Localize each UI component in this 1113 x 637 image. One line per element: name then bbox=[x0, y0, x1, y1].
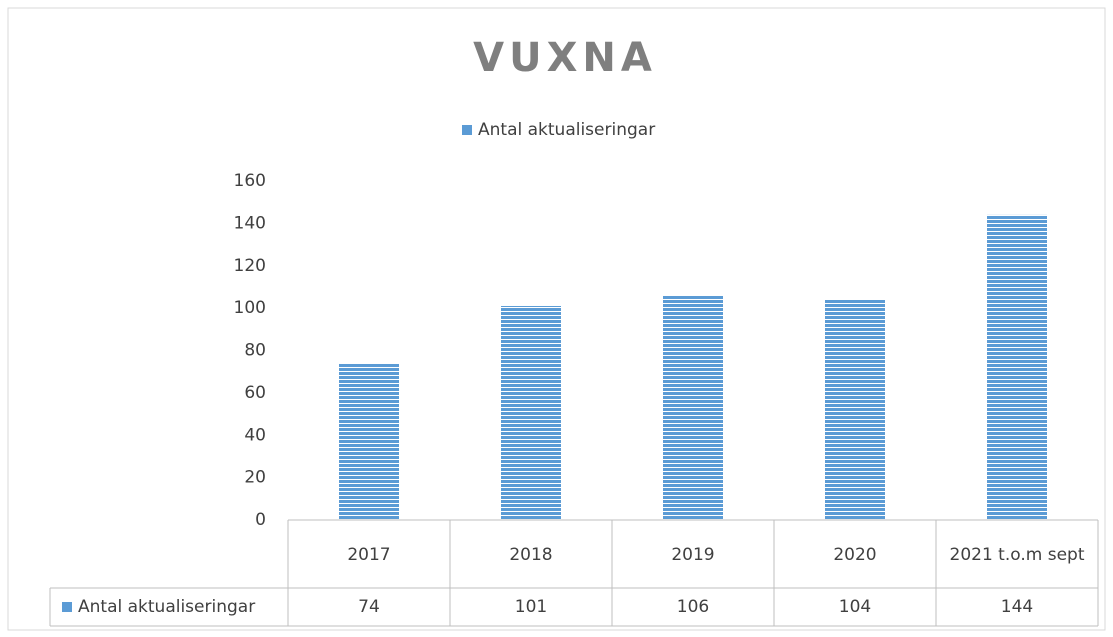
y-tick-label: 120 bbox=[234, 256, 266, 276]
y-tick-label: 100 bbox=[234, 298, 266, 318]
bar bbox=[987, 214, 1047, 520]
category-cell: 2019 bbox=[671, 545, 715, 565]
y-tick-label: 140 bbox=[234, 213, 266, 233]
x-tick-label: 2021 t.o.m sept bbox=[949, 545, 1085, 565]
table-value: 104 bbox=[839, 597, 871, 617]
category-cell: 2021 t.o.m sept bbox=[949, 545, 1085, 565]
y-tick-label: 80 bbox=[244, 341, 266, 361]
bar bbox=[663, 295, 723, 520]
bar bbox=[501, 306, 561, 520]
table-value: 74 bbox=[358, 597, 380, 617]
table-value: 101 bbox=[515, 597, 547, 617]
table-value: 144 bbox=[1001, 597, 1033, 617]
y-tick-label: 160 bbox=[234, 171, 266, 191]
table-series-label: Antal aktualiseringar bbox=[78, 597, 255, 617]
y-tick-label: 20 bbox=[244, 468, 266, 488]
x-tick-label: 2018 bbox=[509, 545, 553, 565]
bar bbox=[825, 299, 885, 520]
legend-label: Antal aktualiseringar bbox=[478, 120, 655, 140]
category-cell: 2017 bbox=[347, 545, 391, 565]
category-cell: 2020 bbox=[833, 545, 877, 565]
legend-key bbox=[462, 125, 472, 135]
x-tick-label: 2019 bbox=[671, 545, 715, 565]
x-tick-label: 2017 bbox=[347, 545, 391, 565]
chart-title: VUXNA bbox=[473, 35, 657, 81]
y-tick-label: 60 bbox=[244, 383, 266, 403]
x-tick-label: 2020 bbox=[833, 545, 877, 565]
y-tick-label: 40 bbox=[244, 425, 266, 445]
table-legend-key bbox=[62, 602, 72, 612]
bar bbox=[339, 363, 399, 520]
table-value: 106 bbox=[677, 597, 709, 617]
y-tick-label: 0 bbox=[255, 510, 266, 530]
category-cell: 2018 bbox=[509, 545, 553, 565]
